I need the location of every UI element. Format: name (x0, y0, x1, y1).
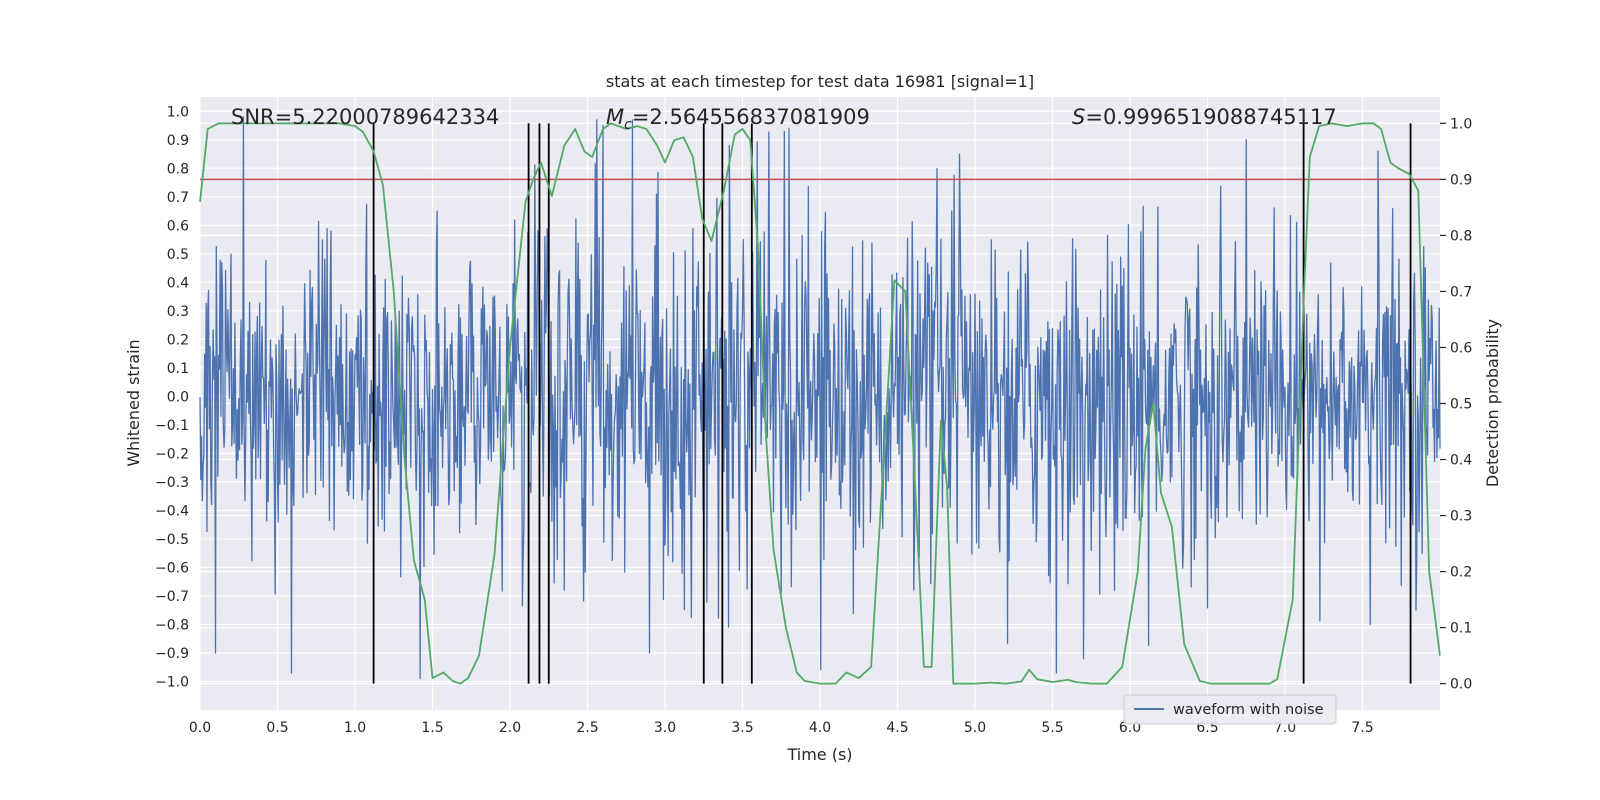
left-tick-label: −0.7 (155, 589, 189, 605)
left-tick-label: 0.6 (167, 218, 189, 234)
mc-subscript: c (624, 117, 632, 133)
right-tick-label: 0.1 (1450, 621, 1472, 637)
left-tick-label: −0.3 (155, 475, 189, 491)
left-axis-ticks: −1.0 −0.9 −0.8 −0.7 −0.6 −0.5 −0.4 −0.3 −0.2 −0.1… (155, 104, 189, 690)
detection-probability-line (199, 122, 1441, 685)
right-tick-label: 0.0 (1450, 677, 1472, 693)
chirp-mass-annotation: Mc=2.564556837081909 (606, 105, 870, 133)
x-tick-label: 4.0 (809, 720, 831, 736)
left-tick-label: 0.9 (167, 133, 189, 149)
right-tick-label: 0.5 (1450, 397, 1472, 413)
legend-label-waveform: waveform with noise (1173, 702, 1324, 718)
left-tick-label: 0.8 (167, 161, 189, 177)
x-tick-label: 3.0 (654, 720, 676, 736)
x-tick-label: 5.5 (1041, 720, 1063, 736)
x-axis-label: Time (s) (786, 745, 852, 764)
statistic-annotation: S=0.9996519088745117 (1072, 105, 1337, 129)
x-tick-label: 2.0 (499, 720, 521, 736)
right-tick-label: 0.2 (1450, 565, 1472, 581)
left-tick-label: −0.8 (155, 617, 189, 633)
s-value: =0.9996519088745117 (1085, 105, 1336, 129)
left-tick-label: 0.5 (167, 247, 189, 263)
left-tick-label: 0.7 (167, 190, 189, 206)
left-tick-label: 0.3 (167, 304, 189, 320)
right-axis-ticks: 0.0 0.1 0.2 0.3 0.4 0.5 0.6 0.7 0.8 0.9 1.0 (1440, 116, 1472, 693)
right-axis-label: Detection probability (1483, 319, 1502, 487)
right-tick-label: 0.8 (1450, 228, 1472, 244)
legend: waveform with noise (1123, 694, 1337, 725)
left-tick-label: −0.1 (155, 418, 189, 434)
chart-title: stats at each timestep for test data 169… (606, 72, 1034, 91)
series-waveform-with-noise (199, 116, 1441, 680)
left-tick-label: 0.1 (167, 361, 189, 377)
mc-value: =2.564556837081909 (632, 105, 870, 129)
right-tick-label: 0.9 (1450, 172, 1472, 188)
left-tick-label: −0.4 (155, 503, 189, 519)
left-tick-label: 0.4 (167, 275, 189, 291)
right-tick-label: 0.6 (1450, 340, 1472, 356)
right-tick-label: 0.3 (1450, 509, 1472, 525)
legend-box (1123, 694, 1337, 725)
x-tick-label: 0.0 (189, 720, 211, 736)
x-tick-label: 7.5 (1351, 720, 1373, 736)
right-tick-label: 0.7 (1450, 284, 1472, 300)
left-tick-label: −1.0 (155, 674, 189, 690)
left-tick-label: −0.9 (155, 646, 189, 662)
mc-symbol: M (606, 105, 624, 129)
series-detection-probability (199, 122, 1441, 685)
left-tick-label: 0.2 (167, 332, 189, 348)
snr-annotation: SNR=5.22000789642334 (231, 105, 499, 129)
left-tick-label: 0.0 (167, 389, 189, 405)
x-tick-label: 5.0 (964, 720, 986, 736)
x-tick-label: 1.0 (344, 720, 366, 736)
waveform-with-noise-line (199, 116, 1441, 680)
left-tick-label: −0.2 (155, 446, 189, 462)
x-tick-label: 2.5 (576, 720, 598, 736)
x-tick-label: 1.5 (421, 720, 443, 736)
x-axis-ticks: 0.0 0.5 1.0 1.5 2.0 2.5 3.0 3.5 4.0 4.5 5.0 5.5 6.0 6… (189, 720, 1374, 736)
right-tick-label: 1.0 (1450, 116, 1472, 132)
x-tick-label: 3.5 (731, 720, 753, 736)
x-tick-label: 4.5 (886, 720, 908, 736)
s-symbol: S (1072, 105, 1085, 129)
trigger-vlines (372, 123, 1412, 684)
x-tick-label: 0.5 (266, 720, 288, 736)
left-axis-label: Whitened strain (124, 339, 143, 466)
left-tick-label: −0.6 (155, 560, 189, 576)
left-tick-label: 1.0 (167, 104, 189, 120)
left-tick-label: −0.5 (155, 532, 189, 548)
right-tick-label: 0.4 (1450, 453, 1472, 469)
